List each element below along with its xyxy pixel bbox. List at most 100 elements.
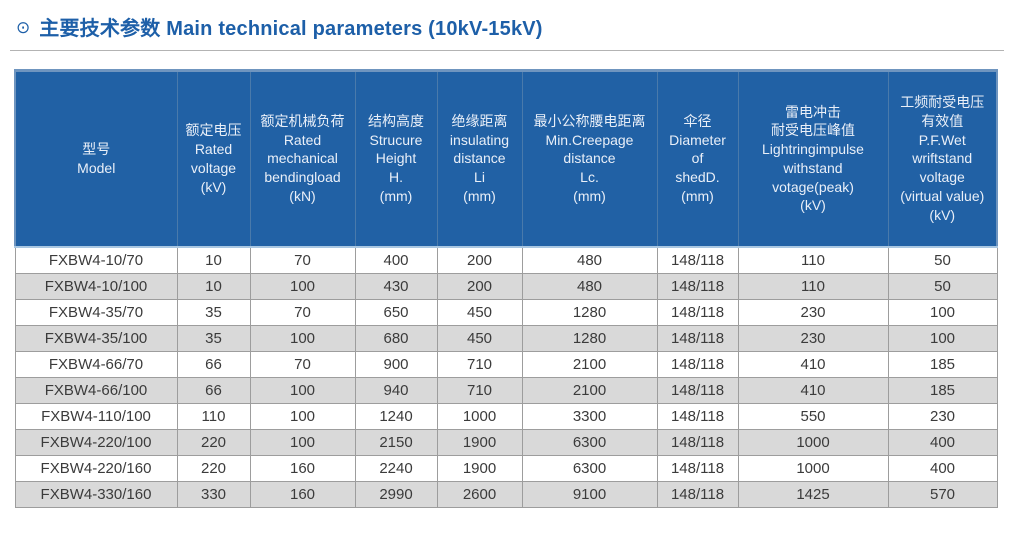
cell-structure-height: 430 bbox=[354, 272, 438, 300]
table-row: FXBW4-110/100 110 100 1240 1000 3300 148/118 55… bbox=[14, 402, 998, 430]
table-row: FXBW4-220/100 220 100 2150 1900 6300 148/118 10… bbox=[14, 428, 998, 456]
table-row: FXBW4-10/70 10 70 400 200 480 148/118 110 50 bbox=[14, 246, 998, 274]
cell-insulating-distance: 1000 bbox=[436, 402, 523, 430]
table-row: FXBW4-66/100 66 100 940 710 2100 148/118 410 185 bbox=[14, 376, 998, 404]
page: ⊙ 主要技术参数 Main technical parameters (10kV… bbox=[10, 12, 1004, 508]
cell-lightning-impulse-withstand: 230 bbox=[737, 324, 889, 352]
cell-structure-height: 940 bbox=[354, 376, 438, 404]
cell-structure-height: 2240 bbox=[354, 454, 438, 482]
cell-model: FXBW4-220/160 bbox=[14, 454, 178, 482]
column-header-rated-voltage: 额定电压 Rated voltage (kV) bbox=[176, 69, 251, 248]
cell-diameter-of-shed: 148/118 bbox=[656, 376, 739, 404]
cell-rated-voltage: 220 bbox=[176, 428, 251, 456]
column-header-model: 型号 Model bbox=[14, 69, 178, 248]
cell-lightning-impulse-withstand: 230 bbox=[737, 298, 889, 326]
cell-model: FXBW4-35/100 bbox=[14, 324, 178, 352]
cell-rated-mechanical-bendingload: 100 bbox=[249, 376, 356, 404]
cell-lightning-impulse-withstand: 110 bbox=[737, 246, 889, 274]
table-header-row: 型号 Model 额定电压 Rated voltage (kV) 额定机械负荷 Ra… bbox=[14, 69, 998, 248]
cell-lightning-impulse-withstand: 410 bbox=[737, 350, 889, 378]
cell-insulating-distance: 2600 bbox=[436, 480, 523, 508]
cell-pf-wet-withstand: 400 bbox=[887, 428, 998, 456]
column-header-diameter-of-shed: 伞径 Diameter of shedD. (mm) bbox=[656, 69, 739, 248]
cell-pf-wet-withstand: 100 bbox=[887, 324, 998, 352]
cell-model: FXBW4-66/100 bbox=[14, 376, 178, 404]
cell-rated-mechanical-bendingload: 70 bbox=[249, 298, 356, 326]
column-header-lightning-impulse-withstand: 雷电冲击 耐受电压峰值 Lightringimpulse withstand v… bbox=[737, 69, 889, 248]
cell-model: FXBW4-220/100 bbox=[14, 428, 178, 456]
cell-structure-height: 1240 bbox=[354, 402, 438, 430]
column-header-min-creepage-distance: 最小公称腰电距离 Min.Creepage distance Lc. (mm) bbox=[521, 69, 658, 248]
cell-rated-voltage: 110 bbox=[176, 402, 251, 430]
cell-model: FXBW4-66/70 bbox=[14, 350, 178, 378]
cell-model: FXBW4-35/70 bbox=[14, 298, 178, 326]
circle-dot-icon: ⊙ bbox=[16, 18, 31, 37]
cell-min-creepage-distance: 6300 bbox=[521, 428, 658, 456]
cell-min-creepage-distance: 2100 bbox=[521, 350, 658, 378]
cell-rated-mechanical-bendingload: 100 bbox=[249, 428, 356, 456]
cell-structure-height: 650 bbox=[354, 298, 438, 326]
cell-diameter-of-shed: 148/118 bbox=[656, 272, 739, 300]
cell-lightning-impulse-withstand: 1000 bbox=[737, 428, 889, 456]
cell-diameter-of-shed: 148/118 bbox=[656, 480, 739, 508]
table-row: FXBW4-35/70 35 70 650 450 1280 148/118 230 100 bbox=[14, 298, 998, 326]
cell-pf-wet-withstand: 100 bbox=[887, 298, 998, 326]
column-header-structure-height: 结构高度 Strucure Height H. (mm) bbox=[354, 69, 438, 248]
cell-structure-height: 680 bbox=[354, 324, 438, 352]
page-title: 主要技术参数 Main technical parameters (10kV-1… bbox=[39, 18, 543, 40]
column-header-pf-wet-withstand: 工频耐受电压 有效值 P.F.Wet wriftstand voltage (v… bbox=[887, 69, 998, 248]
cell-model: FXBW4-330/160 bbox=[14, 480, 178, 508]
cell-lightning-impulse-withstand: 1000 bbox=[737, 454, 889, 482]
cell-lightning-impulse-withstand: 550 bbox=[737, 402, 889, 430]
cell-insulating-distance: 710 bbox=[436, 376, 523, 404]
cell-structure-height: 400 bbox=[354, 246, 438, 274]
cell-insulating-distance: 1900 bbox=[436, 428, 523, 456]
cell-lightning-impulse-withstand: 410 bbox=[737, 376, 889, 404]
cell-diameter-of-shed: 148/118 bbox=[656, 428, 739, 456]
section-header: ⊙ 主要技术参数 Main technical parameters (10kV… bbox=[16, 12, 996, 41]
cell-diameter-of-shed: 148/118 bbox=[656, 246, 739, 274]
cell-diameter-of-shed: 148/118 bbox=[656, 298, 739, 326]
cell-diameter-of-shed: 148/118 bbox=[656, 454, 739, 482]
column-header-rated-mechanical-bendingload: 额定机械负荷 Rated mechanical bendingload (kN) bbox=[249, 69, 356, 248]
cell-min-creepage-distance: 1280 bbox=[521, 298, 658, 326]
cell-min-creepage-distance: 6300 bbox=[521, 454, 658, 482]
cell-min-creepage-distance: 3300 bbox=[521, 402, 658, 430]
cell-rated-mechanical-bendingload: 100 bbox=[249, 272, 356, 300]
cell-diameter-of-shed: 148/118 bbox=[656, 324, 739, 352]
cell-rated-mechanical-bendingload: 70 bbox=[249, 350, 356, 378]
cell-rated-voltage: 10 bbox=[176, 272, 251, 300]
cell-pf-wet-withstand: 230 bbox=[887, 402, 998, 430]
cell-rated-mechanical-bendingload: 160 bbox=[249, 480, 356, 508]
cell-rated-mechanical-bendingload: 100 bbox=[249, 402, 356, 430]
cell-lightning-impulse-withstand: 110 bbox=[737, 272, 889, 300]
cell-structure-height: 2150 bbox=[354, 428, 438, 456]
cell-pf-wet-withstand: 570 bbox=[887, 480, 998, 508]
table-row: FXBW4-10/100 10 100 430 200 480 148/118 110 50 bbox=[14, 272, 998, 300]
cell-model: FXBW4-110/100 bbox=[14, 402, 178, 430]
cell-min-creepage-distance: 480 bbox=[521, 272, 658, 300]
cell-pf-wet-withstand: 50 bbox=[887, 246, 998, 274]
cell-min-creepage-distance: 480 bbox=[521, 246, 658, 274]
cell-rated-mechanical-bendingload: 100 bbox=[249, 324, 356, 352]
table-row: FXBW4-35/100 35 100 680 450 1280 148/118 230 100 bbox=[14, 324, 998, 352]
cell-rated-voltage: 330 bbox=[176, 480, 251, 508]
cell-insulating-distance: 450 bbox=[436, 298, 523, 326]
cell-lightning-impulse-withstand: 1425 bbox=[737, 480, 889, 508]
cell-pf-wet-withstand: 185 bbox=[887, 376, 998, 404]
cell-min-creepage-distance: 2100 bbox=[521, 376, 658, 404]
parameters-table: 型号 Model 额定电压 Rated voltage (kV) 额定机械负荷 Ra… bbox=[14, 69, 998, 508]
cell-rated-voltage: 66 bbox=[176, 376, 251, 404]
cell-model: FXBW4-10/70 bbox=[14, 246, 178, 274]
table-row: FXBW4-330/160 330 160 2990 2600 9100 148/118 14… bbox=[14, 480, 998, 508]
cell-rated-mechanical-bendingload: 70 bbox=[249, 246, 356, 274]
cell-insulating-distance: 710 bbox=[436, 350, 523, 378]
cell-structure-height: 2990 bbox=[354, 480, 438, 508]
cell-pf-wet-withstand: 50 bbox=[887, 272, 998, 300]
cell-pf-wet-withstand: 400 bbox=[887, 454, 998, 482]
column-header-insulating-distance: 绝缘距离 insulating distance Li (mm) bbox=[436, 69, 523, 248]
cell-model: FXBW4-10/100 bbox=[14, 272, 178, 300]
cell-rated-voltage: 35 bbox=[176, 324, 251, 352]
cell-diameter-of-shed: 148/118 bbox=[656, 402, 739, 430]
cell-insulating-distance: 200 bbox=[436, 246, 523, 274]
